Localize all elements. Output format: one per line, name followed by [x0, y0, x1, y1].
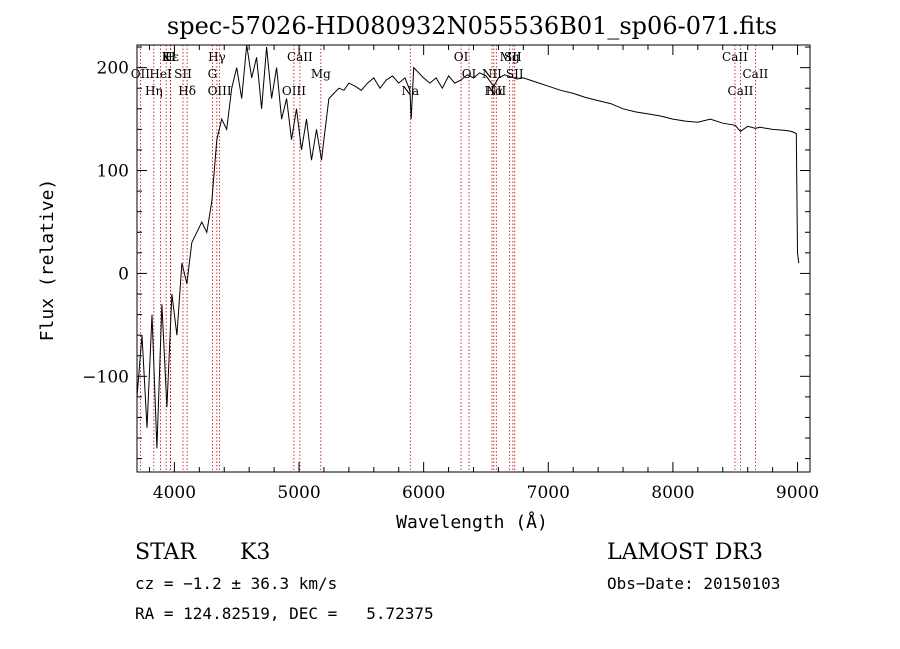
y-tick-label: 100	[97, 162, 129, 182]
coordinates: RA = 124.82519, DEC = 5.72375	[135, 604, 434, 623]
line-label: Mg	[311, 67, 331, 81]
line-label: Mg	[500, 50, 520, 64]
line-label: G	[208, 67, 218, 81]
spectrum-line	[136, 44, 800, 449]
line-label: NII	[486, 84, 506, 98]
y-axis-label: Flux (relative)	[37, 179, 58, 342]
line-label: Hδ	[178, 84, 196, 98]
emission-line-labels: HεOIIOIIIKHeIHηHSIIHδHγGOIIICaIIMgNaOIOI…	[131, 50, 769, 98]
line-label: CaII	[287, 50, 313, 64]
line-label: SII	[504, 50, 522, 64]
object-subclass: K3	[240, 540, 271, 565]
y-tick-label: 200	[97, 59, 129, 79]
plot-frame	[136, 44, 811, 473]
line-label: CaII	[722, 50, 748, 64]
survey-name: LAMOST DR3	[607, 540, 763, 565]
x-axis-label: Wavelength (Å)	[396, 511, 548, 533]
x-tick-label: 9000	[776, 483, 819, 503]
line-label: H	[165, 50, 175, 64]
axis-ticks	[137, 45, 810, 472]
line-label: K	[162, 50, 172, 64]
line-label: SII	[506, 67, 524, 81]
emission-line-markers	[139, 45, 756, 472]
line-label: Hα	[485, 84, 504, 98]
line-label: NII	[482, 67, 502, 81]
x-tick-label: 4000	[153, 483, 196, 503]
x-tick-label: 5000	[277, 483, 320, 503]
obs-date: Obs−Date: 20150103	[607, 574, 781, 593]
y-tick-label: −100	[82, 367, 129, 387]
line-label: OIII	[208, 84, 232, 98]
line-label: OI	[454, 50, 469, 64]
line-label: SII	[174, 67, 192, 81]
x-tick-label: 8000	[651, 483, 694, 503]
object-class: STAR	[135, 540, 196, 565]
y-tick-label: 0	[118, 264, 129, 284]
line-label: Hγ	[208, 50, 226, 64]
line-label: OI	[462, 67, 477, 81]
x-tick-label: 7000	[527, 483, 570, 503]
line-label: CaII	[742, 67, 768, 81]
line-label: CaII	[728, 84, 754, 98]
axis-tick-labels: 4000 5000 6000 7000 8000 9000 −100 0 100 200	[82, 59, 819, 503]
spectrum-chart: spec-57026-HD080932N055536B01_sp06-071.f…	[37, 12, 819, 533]
line-label: OIII	[282, 84, 306, 98]
redshift-readout: cz = −1.2 ± 36.3 km/s	[135, 574, 338, 593]
line-label: HeI	[149, 67, 172, 81]
line-label: OII	[131, 67, 151, 81]
x-tick-label: 6000	[402, 483, 445, 503]
chart-title: spec-57026-HD080932N055536B01_sp06-071.f…	[167, 12, 777, 40]
line-label: Hη	[145, 84, 163, 98]
